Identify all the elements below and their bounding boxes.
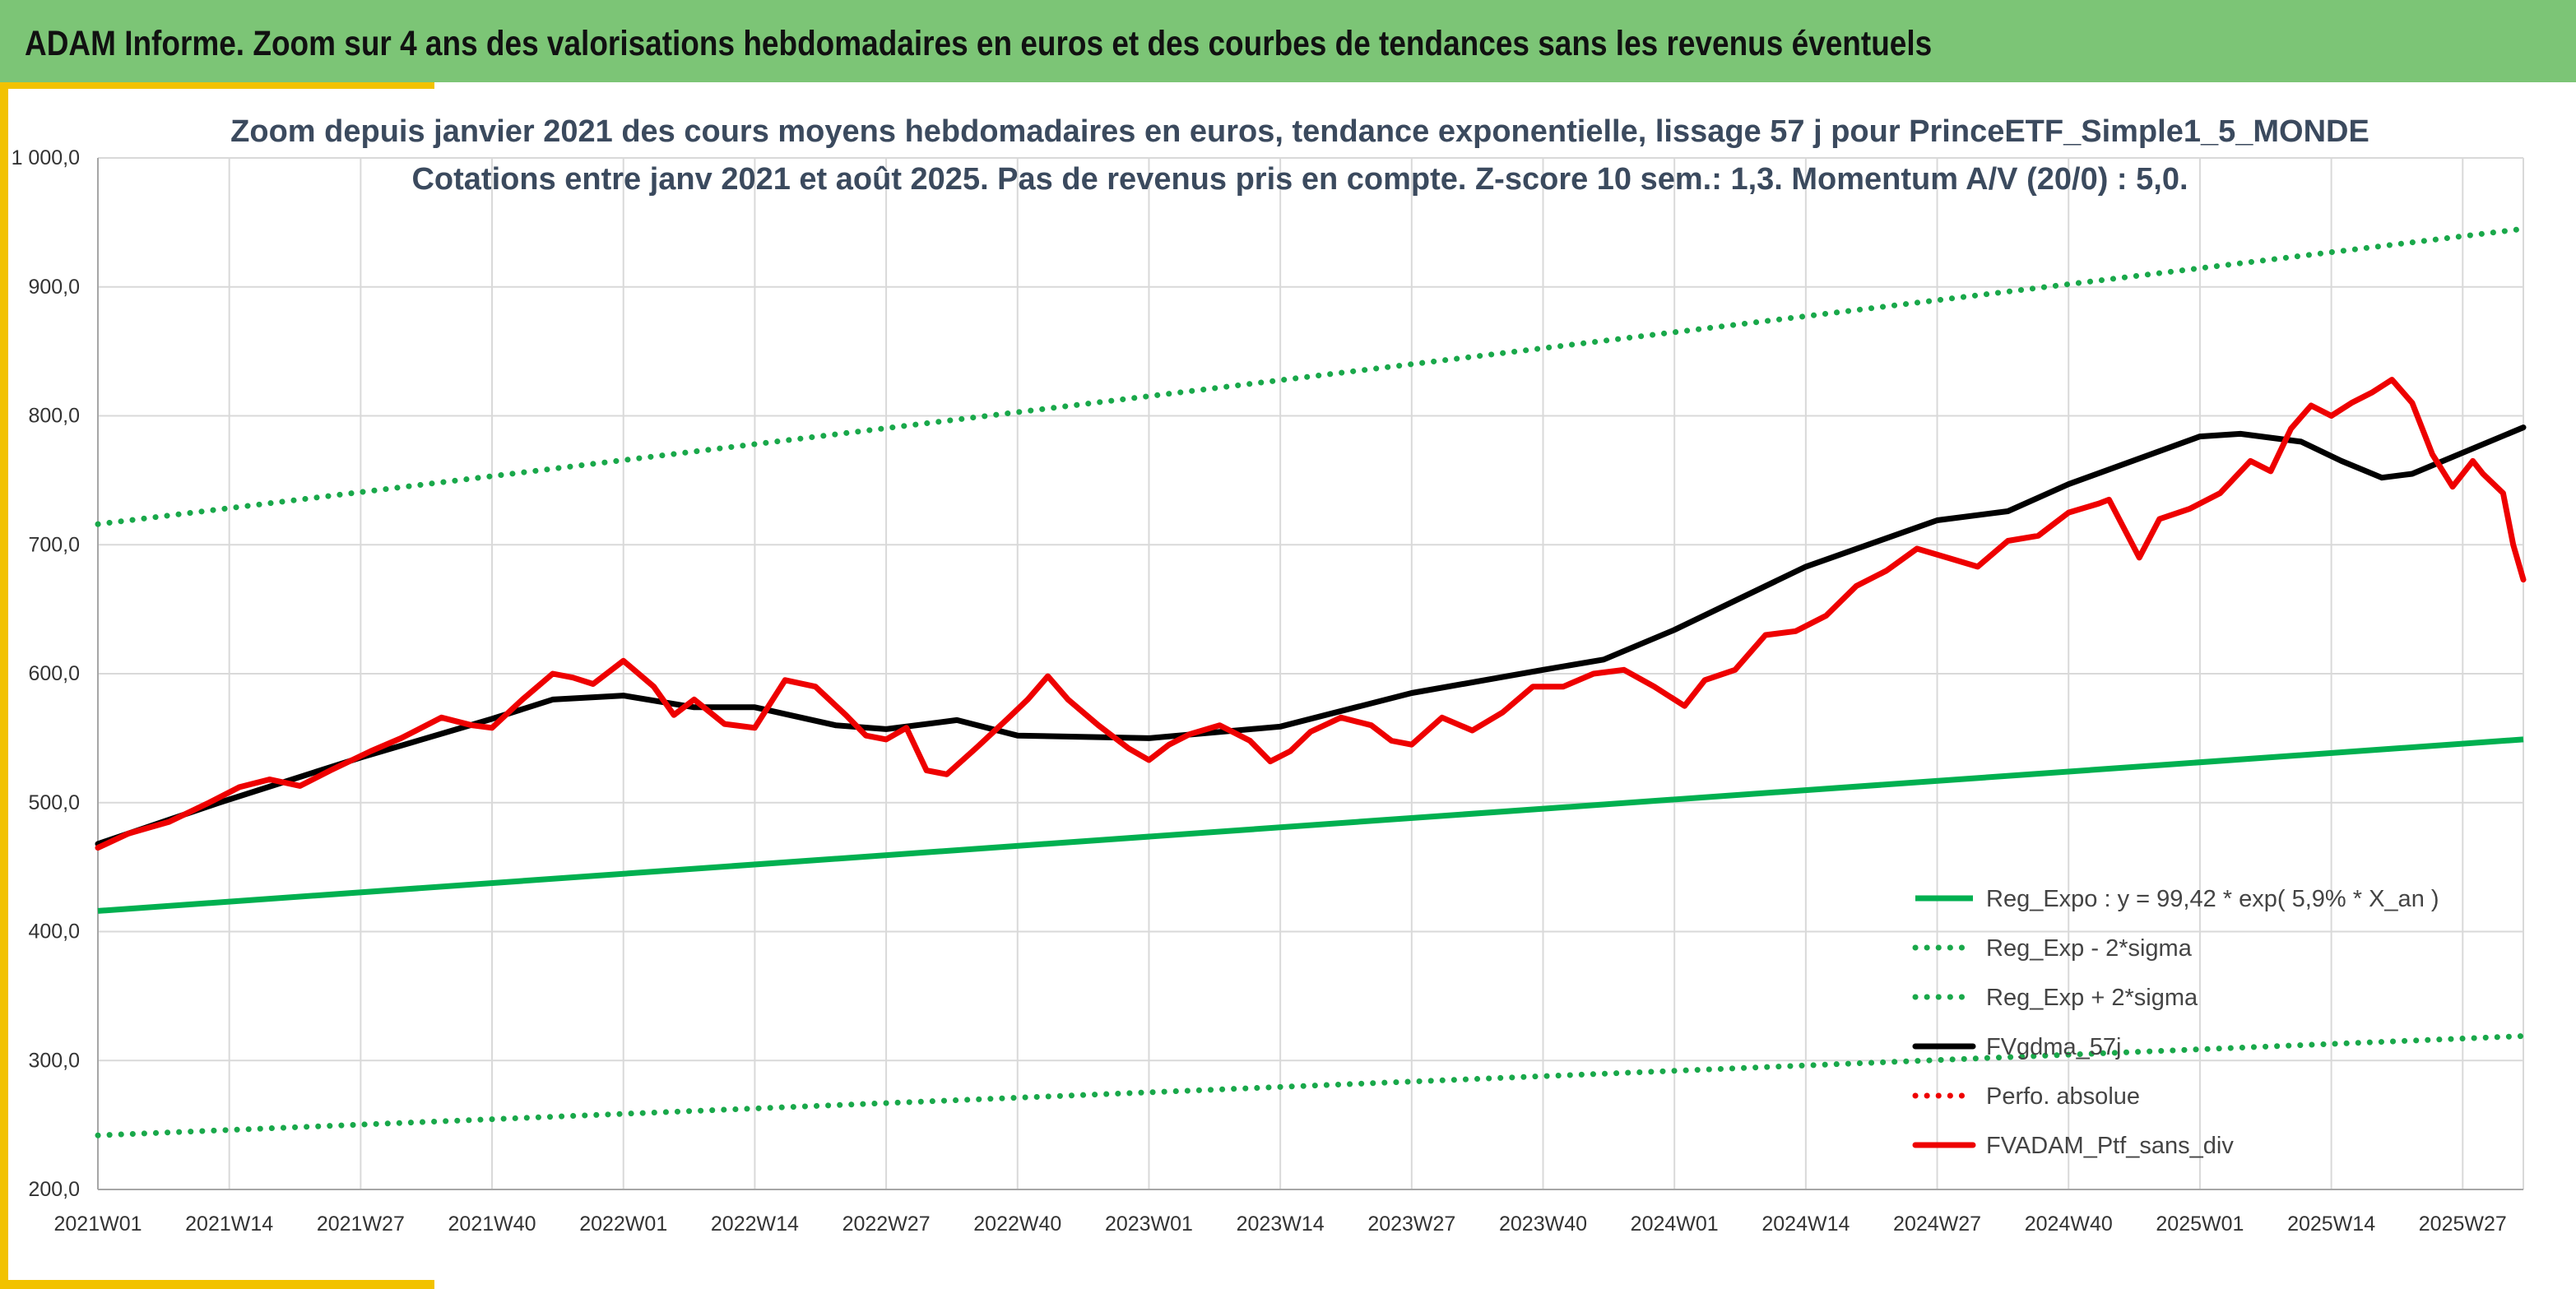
accent-bar-left bbox=[0, 82, 8, 1289]
x-tick-label: 2025W14 bbox=[2287, 1212, 2375, 1236]
x-tick-label: 2023W14 bbox=[1237, 1212, 1325, 1236]
x-tick-label: 2021W14 bbox=[185, 1212, 273, 1236]
series bbox=[95, 225, 2527, 1138]
x-tick-label: 2024W40 bbox=[2025, 1212, 2113, 1236]
accent-bar-top bbox=[0, 82, 434, 89]
x-tick-label: 2021W27 bbox=[317, 1212, 405, 1236]
x-tick-label: 2022W40 bbox=[973, 1212, 1061, 1236]
x-tick-label: 2022W01 bbox=[579, 1212, 667, 1236]
banner-title: ADAM Informe. Zoom sur 4 ans des valoris… bbox=[25, 24, 1933, 63]
x-tick-label: 2021W40 bbox=[448, 1212, 536, 1236]
x-tick-label: 2022W27 bbox=[842, 1212, 931, 1236]
chart-title: Zoom depuis janvier 2021 des cours moyen… bbox=[230, 114, 2369, 149]
accent-bar-bottom bbox=[0, 1280, 434, 1289]
axes: 200,0 300,0 400,0 500,0 600,0 700,0 800,0 900,0… bbox=[12, 146, 2523, 1236]
y-tick-label: 400,0 bbox=[28, 920, 80, 944]
x-tick-label: 2024W01 bbox=[1631, 1212, 1719, 1236]
x-tick-label: 2024W27 bbox=[1893, 1212, 1981, 1236]
chart-subtitle: Cotations entre janv 2021 et août 2025. … bbox=[411, 162, 2188, 197]
legend-label: Reg_Exp - 2*sigma bbox=[1986, 935, 2193, 962]
y-tick-label: 900,0 bbox=[28, 276, 80, 299]
series-line-0 bbox=[97, 736, 2524, 914]
y-tick-label: 800,0 bbox=[28, 405, 80, 428]
y-tick-label: 200,0 bbox=[28, 1178, 80, 1201]
legend-label: Reg_Expo : y = 99,42 * exp( 5,9% * X_an … bbox=[1986, 886, 2439, 912]
x-tick-label: 2023W40 bbox=[1499, 1212, 1587, 1236]
y-tick-label: 300,0 bbox=[28, 1049, 80, 1072]
x-tick-label: 2022W14 bbox=[711, 1212, 799, 1236]
y-tick-label: 500,0 bbox=[28, 791, 80, 814]
legend-label: FVADAM_Ptf_sans_div bbox=[1986, 1133, 2234, 1159]
legend-label: Perfo. absolue bbox=[1986, 1083, 2140, 1110]
series-line-1 bbox=[95, 1033, 2527, 1138]
legend: Reg_Expo : y = 99,42 * exp( 5,9% * X_an … bbox=[1912, 886, 2439, 1159]
series-line-2 bbox=[95, 225, 2527, 527]
x-tick-label: 2023W01 bbox=[1105, 1212, 1193, 1236]
x-tick-label: 2021W01 bbox=[53, 1212, 142, 1236]
y-tick-label: 1 000,0 bbox=[12, 146, 80, 169]
x-tick-label: 2025W01 bbox=[2156, 1212, 2244, 1236]
series-line-5 bbox=[95, 377, 2527, 851]
x-tick-label: 2024W14 bbox=[1761, 1212, 1850, 1236]
y-tick-label: 600,0 bbox=[28, 662, 80, 685]
x-tick-label: 2023W27 bbox=[1367, 1212, 1455, 1236]
x-tick-label: 2025W27 bbox=[2419, 1212, 2507, 1236]
header-banner: ADAM Informe. Zoom sur 4 ans des valoris… bbox=[0, 0, 2576, 82]
y-tick-label: 700,0 bbox=[28, 533, 80, 556]
grid bbox=[97, 157, 2524, 1190]
legend-label: FVgdma_57j bbox=[1986, 1034, 2121, 1060]
legend-label: Reg_Exp + 2*sigma bbox=[1986, 985, 2198, 1011]
series-line-3 bbox=[95, 424, 2527, 847]
